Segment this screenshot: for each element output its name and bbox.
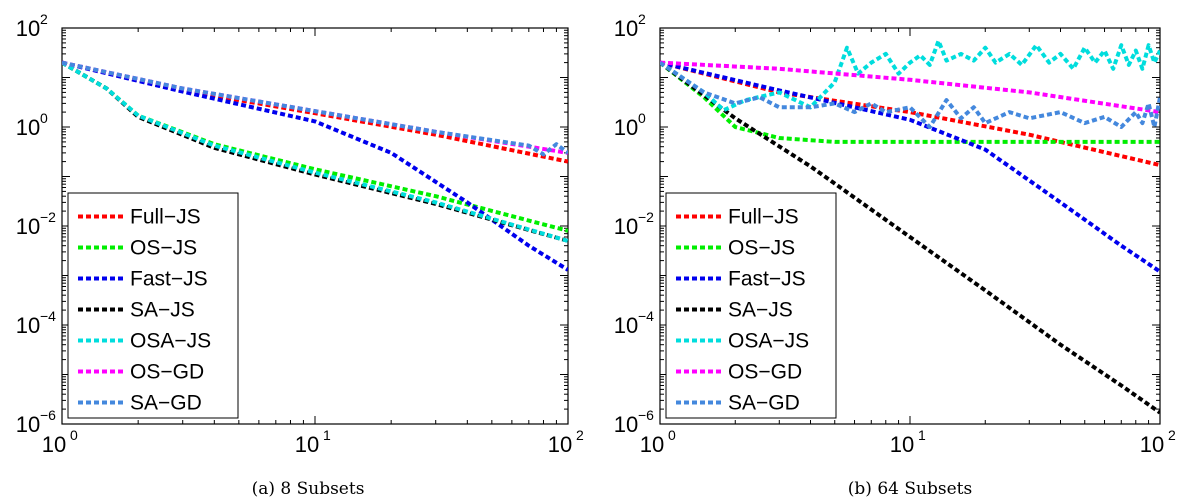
legend: Full−JS OS−JS Fast−JS SA−JS OSA−JS OS−GD SA−GD: [665, 192, 837, 419]
legend-entry: OS−JS: [130, 237, 197, 260]
x-tick-label: 10: [640, 432, 664, 457]
x-tick-label: 10: [548, 432, 572, 457]
series-group: [660, 38, 1160, 415]
series-line: [660, 60, 1160, 415]
x-tick-exponent: 1: [323, 427, 331, 443]
y-tick-label: 10: [16, 412, 40, 437]
y-tick-label: 10: [614, 115, 638, 140]
x-tick-label: 10: [295, 432, 319, 457]
series-line: [62, 60, 568, 157]
y-tick-label: 10: [16, 214, 40, 239]
legend-entry: OS−JS: [728, 237, 795, 260]
x-tick-exponent: 2: [576, 427, 584, 443]
y-tick-exponent: 0: [40, 110, 48, 126]
series-line: [62, 60, 568, 272]
legend-entry: SA−GD: [130, 392, 202, 415]
series-line: [660, 60, 1160, 129]
legend-entry: OSA−JS: [130, 330, 211, 353]
y-tick-label: 10: [614, 214, 638, 239]
series-line: [62, 60, 568, 243]
y-tick-exponent: −6: [40, 407, 56, 423]
legend-entry: OS−GD: [728, 361, 802, 384]
y-tick-label: 10: [16, 115, 40, 140]
legend-entry: Full−JS: [728, 206, 799, 229]
legend-entry: SA−JS: [728, 299, 793, 322]
y-tick-label: 10: [614, 313, 638, 338]
y-tick-label: 10: [614, 16, 638, 41]
legend-entry: OSA−JS: [728, 330, 809, 353]
axis-ticks: [659, 28, 1160, 425]
chart-panel-2: 10 0 10 1 10 210 210 010 −210 −410 −6Full−JSOS−JSF…: [614, 11, 1176, 499]
y-tick-exponent: −6: [638, 407, 654, 423]
y-tick-exponent: 2: [40, 11, 48, 27]
chart-caption: (b) 64 Subsets: [848, 479, 972, 499]
y-tick-label: 10: [16, 16, 40, 41]
series-line: [660, 60, 1160, 115]
y-tick-exponent: 2: [638, 11, 646, 27]
chart-caption: (a) 8 Subsets: [252, 479, 365, 499]
legend-entry: Full−JS: [130, 206, 201, 229]
x-tick-label: 10: [42, 432, 66, 457]
x-tick-exponent: 1: [918, 427, 926, 443]
y-tick-label: 10: [16, 313, 40, 338]
y-tick-exponent: −2: [638, 209, 654, 225]
axis-ticks: [61, 28, 568, 425]
x-tick-exponent: 2: [1168, 427, 1176, 443]
legend-entry: SA−GD: [728, 392, 800, 415]
series-line: [660, 38, 1160, 113]
y-tick-exponent: 0: [638, 110, 646, 126]
chart-panel-1: 10 0 10 1 10 210 210 010 −210 −410 −6Full−JSOS−JSF…: [16, 11, 584, 499]
y-tick-exponent: −4: [40, 308, 56, 324]
y-tick-label: 10: [614, 412, 638, 437]
legend: Full−JS OS−JS Fast−JS SA−JS OSA−JS OS−GD SA−GD: [67, 192, 239, 419]
legend-entry: Fast−JS: [728, 268, 806, 291]
legend-entry: OS−GD: [130, 361, 204, 384]
x-tick-label: 10: [890, 432, 914, 457]
x-tick-exponent: 0: [70, 427, 78, 443]
series-line: [660, 61, 1160, 144]
y-tick-exponent: −4: [638, 308, 654, 324]
legend-entry: Fast−JS: [130, 268, 208, 291]
legend-box: [67, 192, 239, 419]
x-tick-label: 10: [1140, 432, 1164, 457]
series-group: [62, 60, 568, 272]
legend-entry: SA−JS: [130, 299, 195, 322]
y-tick-exponent: −2: [40, 209, 56, 225]
x-tick-exponent: 0: [668, 427, 676, 443]
legend-box: [665, 192, 837, 419]
